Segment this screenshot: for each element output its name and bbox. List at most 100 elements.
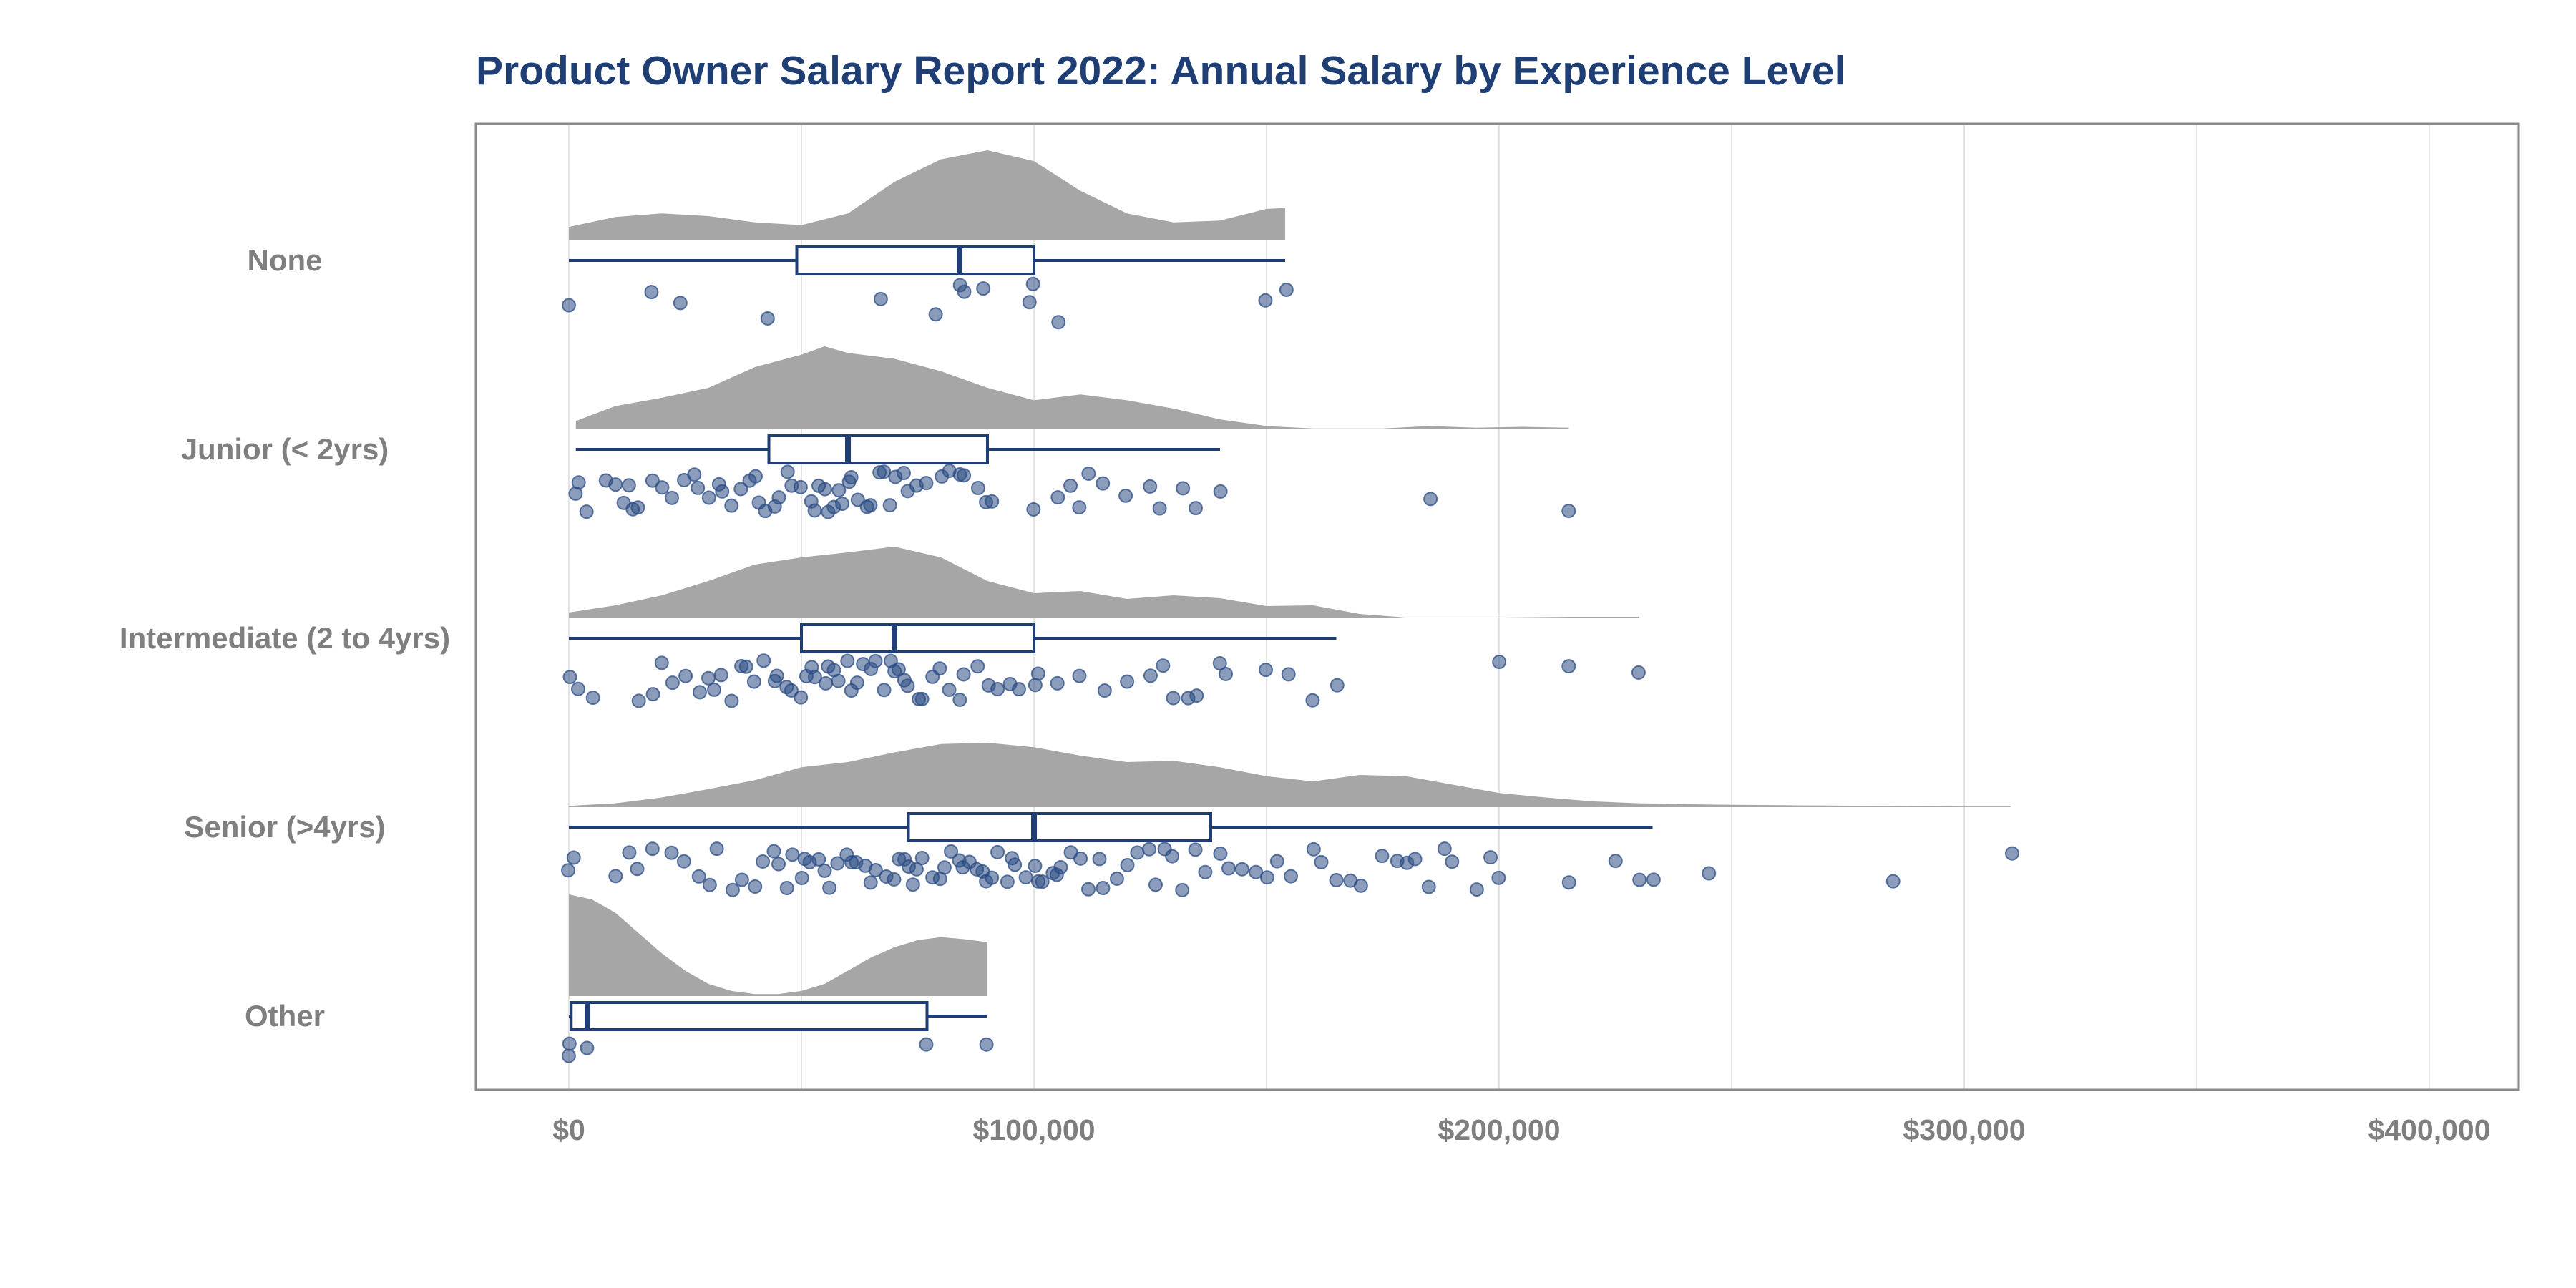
data-point	[1097, 683, 1112, 698]
data-point	[748, 879, 763, 894]
data-point	[1330, 678, 1345, 693]
data-point	[900, 678, 915, 693]
data-point	[957, 468, 972, 483]
data-point	[1165, 849, 1180, 864]
data-point	[566, 850, 581, 865]
x-tick-label: $200,000	[1438, 1113, 1560, 1146]
data-point	[673, 296, 688, 311]
data-point	[631, 693, 646, 708]
iqr-box	[907, 812, 1212, 842]
x-tick-label: $400,000	[2368, 1113, 2490, 1146]
data-point	[622, 845, 637, 860]
data-point	[985, 494, 1000, 509]
chart-title: Product Owner Salary Report 2022: Annual…	[476, 48, 1846, 94]
data-point	[760, 311, 775, 326]
data-point	[868, 862, 883, 877]
data-point	[1120, 857, 1135, 872]
iqr-box	[570, 1001, 929, 1031]
boxplots	[569, 245, 1653, 1031]
jitter-points	[560, 276, 2019, 1063]
data-point	[655, 480, 670, 495]
data-point	[1259, 870, 1274, 885]
category-label: Intermediate (2 to 4yrs)	[119, 621, 450, 655]
iqr-box	[795, 245, 1035, 275]
data-point	[580, 1040, 595, 1055]
data-point	[1561, 504, 1576, 519]
data-point	[1492, 655, 1507, 670]
data-point	[835, 497, 850, 512]
data-point	[1109, 871, 1124, 886]
data-point	[771, 490, 786, 505]
category-label: Junior (< 2yrs)	[181, 432, 389, 466]
data-point	[914, 851, 930, 866]
data-point	[1156, 658, 1171, 673]
data-point	[571, 475, 586, 490]
data-point	[1445, 854, 1460, 869]
data-point	[645, 841, 660, 857]
data-point	[1305, 693, 1320, 708]
data-point	[891, 662, 906, 677]
data-point	[1491, 870, 1506, 885]
data-point	[1375, 849, 1390, 864]
data-point	[734, 872, 749, 887]
data-point	[919, 476, 934, 491]
data-point	[1212, 655, 1227, 670]
data-point	[1198, 864, 1213, 879]
data-point	[585, 691, 600, 706]
data-point	[831, 483, 847, 498]
category-labels: None Junior (< 2yrs) Intermediate (2 to 4y…	[119, 243, 450, 1033]
data-point	[665, 675, 680, 691]
data-point	[702, 877, 717, 892]
data-point	[1269, 854, 1284, 869]
data-point	[630, 500, 645, 515]
data-point	[724, 693, 739, 708]
data-point	[849, 675, 864, 691]
data-point	[693, 685, 708, 700]
data-point	[932, 661, 947, 676]
data-point	[560, 863, 575, 878]
data-point	[905, 877, 920, 892]
data-point	[979, 1037, 994, 1052]
data-point	[1118, 488, 1133, 503]
density-cloud	[569, 547, 1639, 618]
data-point	[1407, 852, 1423, 867]
data-point	[1188, 501, 1203, 516]
data-point	[793, 479, 808, 494]
data-point	[1050, 675, 1065, 691]
data-point	[1249, 864, 1264, 879]
data-point	[1050, 490, 1065, 505]
data-point	[784, 683, 799, 698]
density-cloud	[569, 894, 987, 996]
data-point	[785, 847, 800, 862]
data-point	[725, 882, 740, 897]
data-point	[1025, 276, 1040, 291]
data-point	[952, 692, 967, 707]
data-point	[738, 659, 753, 674]
data-point	[748, 469, 763, 484]
density-cloud	[569, 743, 2011, 807]
iqr-box	[800, 623, 1035, 653]
data-point	[944, 844, 959, 859]
data-point	[715, 484, 730, 499]
x-tick-label: $300,000	[1903, 1113, 2025, 1146]
data-point	[1018, 870, 1033, 885]
data-point	[664, 845, 679, 860]
data-point	[887, 872, 902, 887]
data-point	[1081, 882, 1096, 897]
data-point	[863, 498, 878, 513]
data-point	[794, 690, 809, 705]
data-point	[1000, 874, 1015, 889]
data-point	[780, 464, 795, 479]
data-point	[1631, 665, 1646, 680]
data-point	[970, 481, 985, 496]
data-point	[1188, 842, 1203, 857]
data-point	[1063, 478, 1078, 493]
data-point	[1284, 869, 1299, 884]
data-point	[771, 857, 786, 872]
data-point	[873, 291, 888, 306]
data-point	[942, 682, 957, 697]
data-point	[822, 880, 837, 895]
data-point	[840, 653, 855, 668]
data-point	[1051, 315, 1066, 330]
